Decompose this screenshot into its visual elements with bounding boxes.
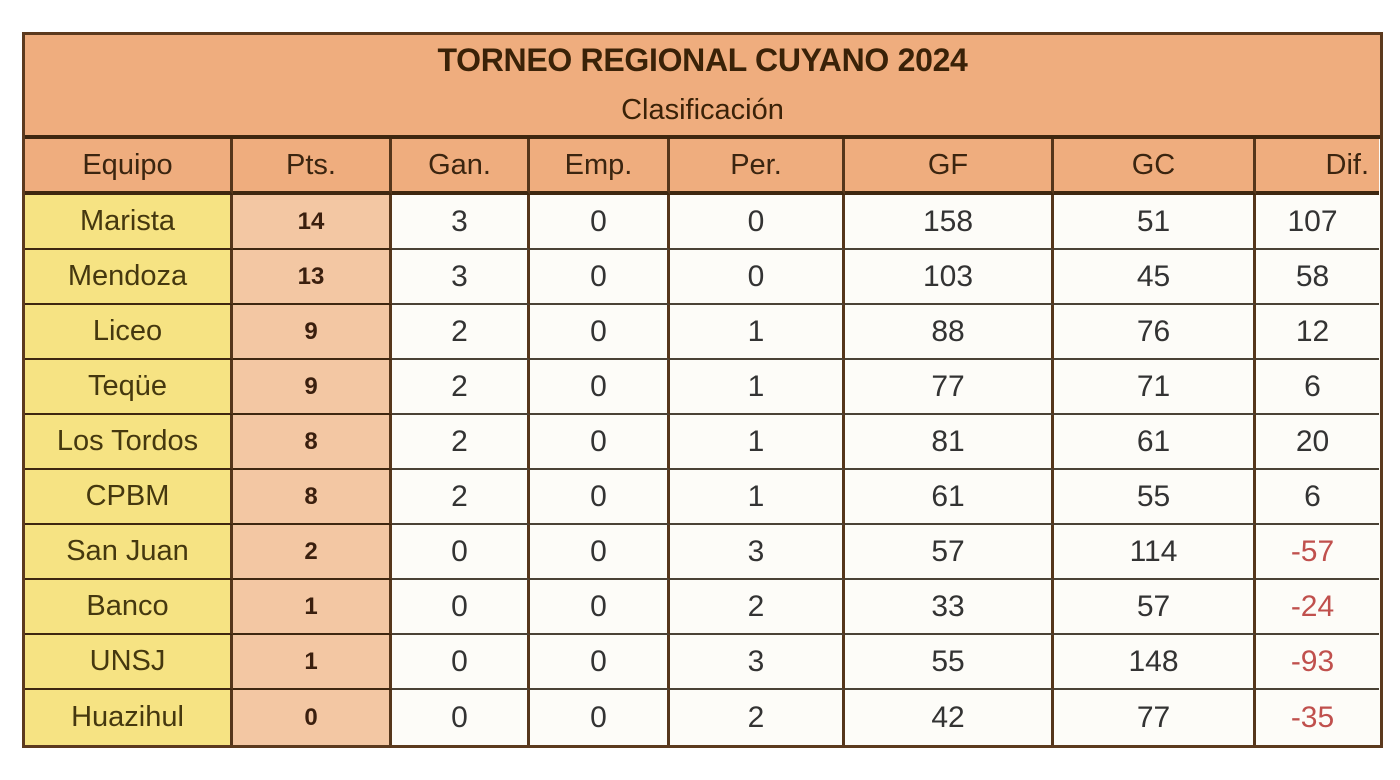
wins-value: 0 (392, 525, 530, 580)
points-value: 1 (233, 580, 392, 635)
wins-value: 0 (392, 690, 530, 745)
column-header-per: Per. (670, 139, 845, 195)
losses-value: 3 (670, 525, 845, 580)
goal-diff-value: 20 (1256, 415, 1379, 470)
goal-diff-value: 58 (1256, 250, 1379, 305)
wins-value: 2 (392, 415, 530, 470)
points-value: 8 (233, 415, 392, 470)
draws-value: 0 (530, 580, 670, 635)
goals-for-value: 33 (845, 580, 1054, 635)
goals-for-value: 57 (845, 525, 1054, 580)
goals-for-value: 55 (845, 635, 1054, 690)
tournament-title: TORNEO REGIONAL CUYANO 2024 (437, 41, 968, 78)
losses-value: 1 (670, 415, 845, 470)
goals-against-value: 77 (1054, 690, 1256, 745)
goals-for-value: 103 (845, 250, 1054, 305)
goals-for-value: 88 (845, 305, 1054, 360)
losses-value: 1 (670, 360, 845, 415)
team-name: Huazihul (25, 690, 233, 745)
goals-against-value: 51 (1054, 195, 1256, 250)
losses-value: 2 (670, 580, 845, 635)
team-name: Teqüe (25, 360, 233, 415)
draws-value: 0 (530, 690, 670, 745)
goals-for-value: 61 (845, 470, 1054, 525)
losses-value: 0 (670, 195, 845, 250)
losses-value: 2 (670, 690, 845, 745)
column-header-equipo: Equipo (25, 139, 233, 195)
points-value: 8 (233, 470, 392, 525)
draws-value: 0 (530, 305, 670, 360)
draws-value: 0 (530, 250, 670, 305)
losses-value: 1 (670, 305, 845, 360)
team-name: San Juan (25, 525, 233, 580)
goal-diff-value: -35 (1256, 690, 1379, 745)
wins-value: 0 (392, 635, 530, 690)
goals-against-value: 55 (1054, 470, 1256, 525)
team-name: CPBM (25, 470, 233, 525)
losses-value: 1 (670, 470, 845, 525)
goal-diff-value: -24 (1256, 580, 1379, 635)
goals-against-value: 61 (1054, 415, 1256, 470)
table-subtitle: Clasificación (621, 93, 784, 126)
goals-for-value: 81 (845, 415, 1054, 470)
team-name: Banco (25, 580, 233, 635)
goals-for-value: 158 (845, 195, 1054, 250)
goals-against-value: 148 (1054, 635, 1256, 690)
points-value: 13 (233, 250, 392, 305)
points-value: 2 (233, 525, 392, 580)
column-header-pts: Pts. (233, 139, 392, 195)
table-title-block: TORNEO REGIONAL CUYANO 2024 Clasificació… (25, 35, 1380, 139)
goal-diff-value: 6 (1256, 470, 1379, 525)
team-name: Los Tordos (25, 415, 233, 470)
team-name: Mendoza (25, 250, 233, 305)
goal-diff-value: 12 (1256, 305, 1379, 360)
points-value: 9 (233, 360, 392, 415)
wins-value: 0 (392, 580, 530, 635)
team-name: Liceo (25, 305, 233, 360)
wins-value: 2 (392, 305, 530, 360)
standings-grid: Equipo Pts. Gan. Emp. Per. GF GC Dif. Ma… (25, 139, 1380, 745)
column-header-gan: Gan. (392, 139, 530, 195)
losses-value: 0 (670, 250, 845, 305)
column-header-gc: GC (1054, 139, 1256, 195)
team-name: UNSJ (25, 635, 233, 690)
wins-value: 2 (392, 470, 530, 525)
draws-value: 0 (530, 415, 670, 470)
goals-against-value: 45 (1054, 250, 1256, 305)
points-value: 0 (233, 690, 392, 745)
draws-value: 0 (530, 360, 670, 415)
goals-against-value: 76 (1054, 305, 1256, 360)
draws-value: 0 (530, 470, 670, 525)
standings-table: TORNEO REGIONAL CUYANO 2024 Clasificació… (22, 32, 1383, 748)
column-header-gf: GF (845, 139, 1054, 195)
draws-value: 0 (530, 525, 670, 580)
points-value: 1 (233, 635, 392, 690)
points-value: 9 (233, 305, 392, 360)
goal-diff-value: -57 (1256, 525, 1379, 580)
goal-diff-value: -93 (1256, 635, 1379, 690)
goals-for-value: 77 (845, 360, 1054, 415)
goals-against-value: 114 (1054, 525, 1256, 580)
draws-value: 0 (530, 635, 670, 690)
wins-value: 3 (392, 195, 530, 250)
points-value: 14 (233, 195, 392, 250)
draws-value: 0 (530, 195, 670, 250)
team-name: Marista (25, 195, 233, 250)
column-header-emp: Emp. (530, 139, 670, 195)
goals-against-value: 57 (1054, 580, 1256, 635)
goals-against-value: 71 (1054, 360, 1256, 415)
wins-value: 2 (392, 360, 530, 415)
losses-value: 3 (670, 635, 845, 690)
wins-value: 3 (392, 250, 530, 305)
goal-diff-value: 6 (1256, 360, 1379, 415)
goal-diff-value: 107 (1256, 195, 1379, 250)
column-header-dif: Dif. (1256, 139, 1379, 195)
goals-for-value: 42 (845, 690, 1054, 745)
